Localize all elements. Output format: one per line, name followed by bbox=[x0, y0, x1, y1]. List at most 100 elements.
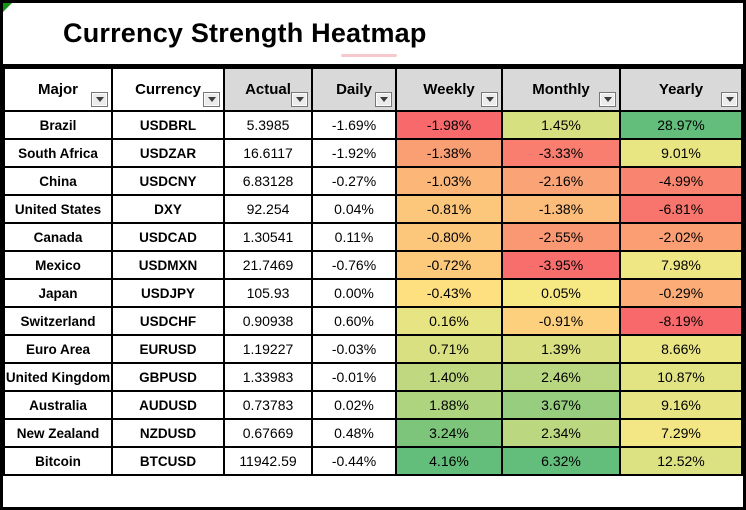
page-title: Currency Strength Heatmap bbox=[63, 18, 427, 48]
major-cell: Mexico bbox=[3, 250, 113, 280]
chevron-down-icon bbox=[725, 97, 734, 102]
currency-cell: USDJPY bbox=[111, 278, 225, 308]
yearly-cell: 10.87% bbox=[619, 362, 743, 392]
daily-cell: -1.92% bbox=[311, 138, 397, 168]
currency-cell: DXY bbox=[111, 194, 225, 224]
filter-button-weekly[interactable] bbox=[481, 92, 498, 107]
daily-cell: 0.11% bbox=[311, 222, 397, 252]
currency-cell: NZDUSD bbox=[111, 418, 225, 448]
weekly-cell: -1.03% bbox=[395, 166, 503, 196]
column-header-yearly: Yearly bbox=[619, 67, 743, 112]
daily-cell: -0.27% bbox=[311, 166, 397, 196]
major-cell: New Zealand bbox=[3, 418, 113, 448]
actual-cell: 0.73783 bbox=[223, 390, 313, 420]
weekly-cell: 1.40% bbox=[395, 362, 503, 392]
table-row: Australia AUDUSD 0.73783 0.02% 1.88% 3.67% 9.1… bbox=[3, 390, 743, 420]
actual-cell: 1.19227 bbox=[223, 334, 313, 364]
yearly-cell: 28.97% bbox=[619, 110, 743, 140]
corner-marker-triangle-icon bbox=[3, 3, 12, 12]
table-row: New Zealand NZDUSD 0.67669 0.48% 3.24% 2.34% 7… bbox=[3, 418, 743, 448]
major-cell: Australia bbox=[3, 390, 113, 420]
column-header-currency: Currency bbox=[111, 67, 225, 112]
table-row: United States DXY 92.254 0.04% -0.81% -1.38% -… bbox=[3, 194, 743, 224]
major-cell: Brazil bbox=[3, 110, 113, 140]
chevron-down-icon bbox=[295, 97, 304, 102]
column-header-monthly: Monthly bbox=[501, 67, 621, 112]
monthly-cell: -3.95% bbox=[501, 250, 621, 280]
actual-cell: 6.83128 bbox=[223, 166, 313, 196]
column-header-actual: Actual bbox=[223, 67, 313, 112]
monthly-cell: 1.39% bbox=[501, 334, 621, 364]
monthly-cell: -2.55% bbox=[501, 222, 621, 252]
filter-button-monthly[interactable] bbox=[599, 92, 616, 107]
currency-cell: USDMXN bbox=[111, 250, 225, 280]
daily-cell: 0.48% bbox=[311, 418, 397, 448]
column-header-daily: Daily bbox=[311, 67, 397, 112]
monthly-cell: -1.38% bbox=[501, 194, 621, 224]
table-row: Canada USDCAD 1.30541 0.11% -0.80% -2.55% -2.0… bbox=[3, 222, 743, 252]
table-row: China USDCNY 6.83128 -0.27% -1.03% -2.16% -4.9… bbox=[3, 166, 743, 196]
column-header-label: Actual bbox=[245, 81, 291, 98]
table-row: South Africa USDZAR 16.6117 -1.92% -1.38% -3.… bbox=[3, 138, 743, 168]
major-cell: United States bbox=[3, 194, 113, 224]
currency-cell: USDZAR bbox=[111, 138, 225, 168]
actual-cell: 92.254 bbox=[223, 194, 313, 224]
monthly-cell: 2.46% bbox=[501, 362, 621, 392]
filter-button-daily[interactable] bbox=[375, 92, 392, 107]
monthly-cell: -2.16% bbox=[501, 166, 621, 196]
yearly-cell: -2.02% bbox=[619, 222, 743, 252]
yearly-cell: 9.01% bbox=[619, 138, 743, 168]
currency-cell: GBPUSD bbox=[111, 362, 225, 392]
yearly-cell: -6.81% bbox=[619, 194, 743, 224]
table-row: Switzerland USDCHF 0.90938 0.60% 0.16% -0.91%… bbox=[3, 306, 743, 336]
weekly-cell: -1.38% bbox=[395, 138, 503, 168]
daily-cell: 0.04% bbox=[311, 194, 397, 224]
filter-button-actual[interactable] bbox=[291, 92, 308, 107]
daily-cell: 0.02% bbox=[311, 390, 397, 420]
heatmap-table: Major Currency Actual Daily Weekly bbox=[3, 67, 743, 476]
weekly-cell: -0.80% bbox=[395, 222, 503, 252]
column-header-label: Major bbox=[37, 81, 78, 98]
currency-cell: EURUSD bbox=[111, 334, 225, 364]
stray-pink-mark bbox=[341, 54, 397, 57]
column-header-label: Yearly bbox=[658, 81, 704, 98]
daily-cell: -0.76% bbox=[311, 250, 397, 280]
yearly-cell: 7.98% bbox=[619, 250, 743, 280]
table-row: Mexico USDMXN 21.7469 -0.76% -0.72% -3.95% 7.9… bbox=[3, 250, 743, 280]
weekly-cell: 3.24% bbox=[395, 418, 503, 448]
monthly-cell: -0.91% bbox=[501, 306, 621, 336]
actual-cell: 1.30541 bbox=[223, 222, 313, 252]
column-header-label: Monthly bbox=[532, 81, 590, 98]
currency-cell: USDCAD bbox=[111, 222, 225, 252]
weekly-cell: 4.16% bbox=[395, 446, 503, 476]
daily-cell: -1.69% bbox=[311, 110, 397, 140]
actual-cell: 11942.59 bbox=[223, 446, 313, 476]
yearly-cell: -4.99% bbox=[619, 166, 743, 196]
daily-cell: -0.03% bbox=[311, 334, 397, 364]
weekly-cell: 0.16% bbox=[395, 306, 503, 336]
actual-cell: 1.33983 bbox=[223, 362, 313, 392]
major-cell: South Africa bbox=[3, 138, 113, 168]
weekly-cell: -1.98% bbox=[395, 110, 503, 140]
filter-button-yearly[interactable] bbox=[721, 92, 738, 107]
table-row: Japan USDJPY 105.93 0.00% -0.43% 0.05% -0.29% bbox=[3, 278, 743, 308]
column-header-weekly: Weekly bbox=[395, 67, 503, 112]
filter-button-major[interactable] bbox=[91, 92, 108, 107]
yearly-cell: 8.66% bbox=[619, 334, 743, 364]
currency-cell: USDBRL bbox=[111, 110, 225, 140]
major-cell: Japan bbox=[3, 278, 113, 308]
yearly-cell: -8.19% bbox=[619, 306, 743, 336]
yearly-cell: 7.29% bbox=[619, 418, 743, 448]
actual-cell: 105.93 bbox=[223, 278, 313, 308]
major-cell: Canada bbox=[3, 222, 113, 252]
table-row: Euro Area EURUSD 1.19227 -0.03% 0.71% 1.39% 8.… bbox=[3, 334, 743, 364]
daily-cell: -0.01% bbox=[311, 362, 397, 392]
column-header-major: Major bbox=[3, 67, 113, 112]
chevron-down-icon bbox=[485, 97, 494, 102]
major-cell: Bitcoin bbox=[3, 446, 113, 476]
filter-button-currency[interactable] bbox=[203, 92, 220, 107]
major-cell: Switzerland bbox=[3, 306, 113, 336]
chevron-down-icon bbox=[95, 97, 104, 102]
major-cell: Euro Area bbox=[3, 334, 113, 364]
